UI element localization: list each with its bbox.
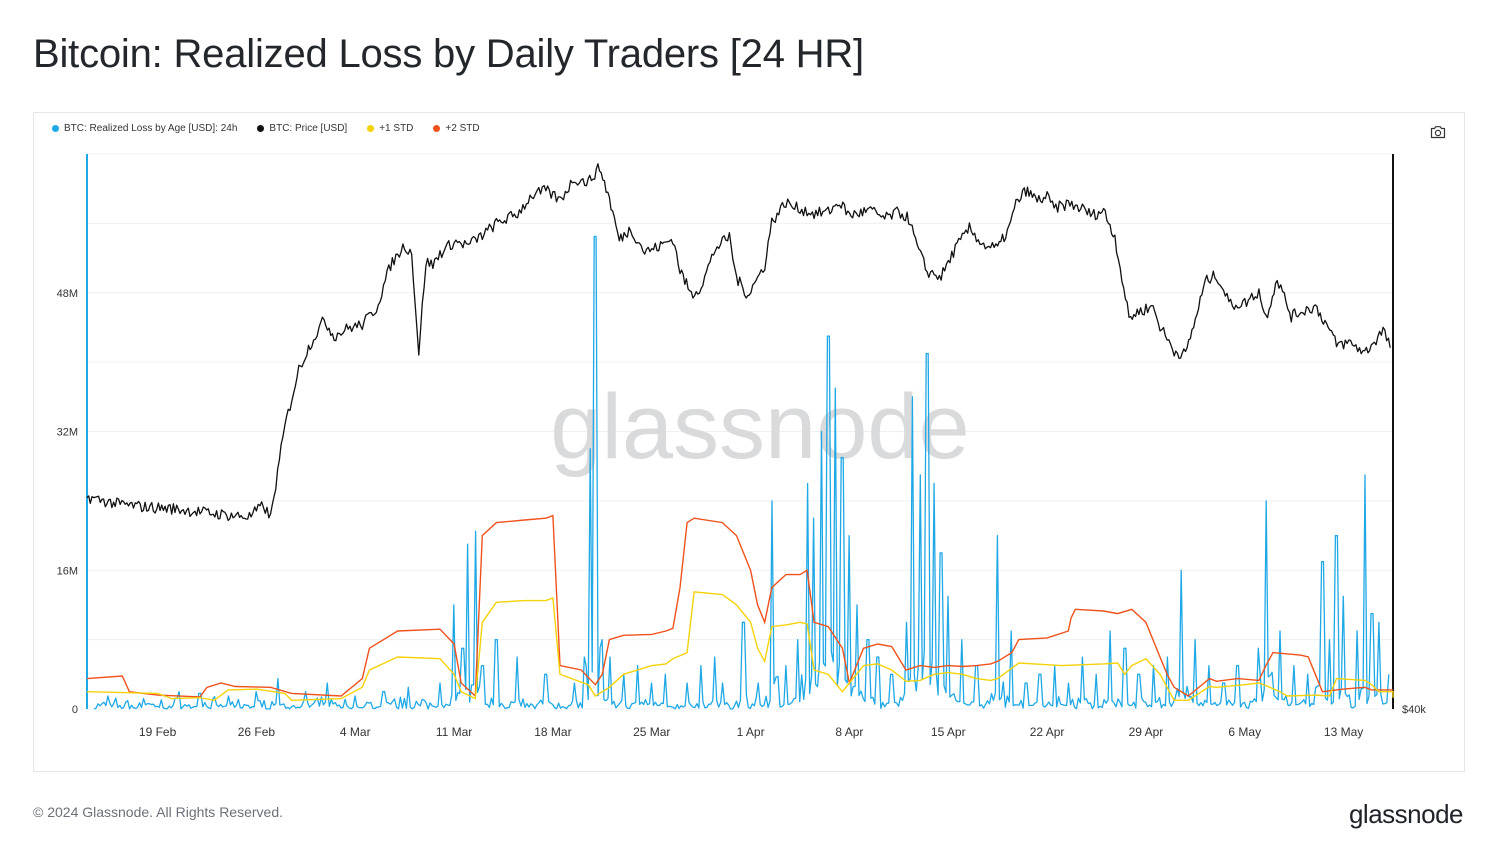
camera-icon[interactable]	[1430, 125, 1446, 139]
x-tick-label: 22 Apr	[1030, 725, 1065, 739]
y-tick-label-left: 32M	[57, 427, 78, 439]
legend-item-plus1-std[interactable]: +1 STD	[367, 123, 413, 134]
x-tick-label: 18 Mar	[534, 725, 571, 739]
legend-dot-price	[257, 125, 265, 132]
x-tick-label: 4 Mar	[340, 725, 371, 739]
x-tick-label: 29 Apr	[1129, 725, 1164, 739]
legend-dot-plus1-std	[367, 125, 375, 132]
chart-plot: glassnode 0 16M 32M 48M $40k 19 Feb 26 Feb 4 Mar…	[57, 153, 1426, 739]
x-tick-label: 19 Feb	[139, 725, 177, 739]
y-tick-label-left: 16M	[57, 565, 78, 577]
legend-item-price[interactable]: BTC: Price [USD]	[257, 123, 347, 134]
copyright-text: © 2024 Glassnode. All Rights Reserved.	[33, 804, 284, 820]
legend-label-realized-loss: BTC: Realized Loss by Age [USD]: 24h	[64, 123, 238, 134]
y-tick-label-left: 48M	[57, 288, 78, 300]
x-tick-label: 13 May	[1324, 725, 1363, 739]
x-tick-label: 6 May	[1228, 725, 1261, 739]
y-tick-label-left: 0	[72, 704, 78, 716]
y-tick-label-right: $40k	[1402, 704, 1426, 716]
legend-item-plus2-std[interactable]: +2 STD	[433, 123, 480, 134]
legend-dot-plus2-std	[433, 125, 441, 132]
brand-logo: glassnode	[1348, 799, 1464, 829]
series-price-line	[86, 163, 1391, 522]
page-title: Bitcoin: Realized Loss by Daily Traders …	[33, 32, 864, 76]
legend-item-realized-loss[interactable]: BTC: Realized Loss by Age [USD]: 24h	[52, 123, 237, 134]
watermark-text: glassnode	[550, 376, 969, 478]
series-plus1-std-line	[86, 591, 1394, 702]
x-tick-label: 26 Feb	[238, 725, 276, 739]
legend-label-price: BTC: Price [USD]	[269, 123, 348, 134]
x-tick-label: 15 Apr	[931, 725, 966, 739]
series-realized-loss-line	[93, 235, 1390, 710]
legend-dot-realized-loss	[52, 125, 59, 132]
x-tick-label: 1 Apr	[737, 725, 765, 739]
x-tick-label: 8 Apr	[835, 725, 863, 739]
chart-legend: BTC: Realized Loss by Age [USD]: 24h BTC…	[52, 123, 480, 134]
series-plus2-std-line	[86, 514, 1393, 698]
x-tick-label: 11 Mar	[436, 725, 472, 739]
legend-label-plus2-std: +2 STD	[445, 123, 480, 134]
legend-label-plus1-std: +1 STD	[379, 123, 414, 134]
chart-card: BTC: Realized Loss by Age [USD]: 24h BTC…	[33, 112, 1465, 772]
x-tick-label: 25 Mar	[633, 725, 670, 739]
